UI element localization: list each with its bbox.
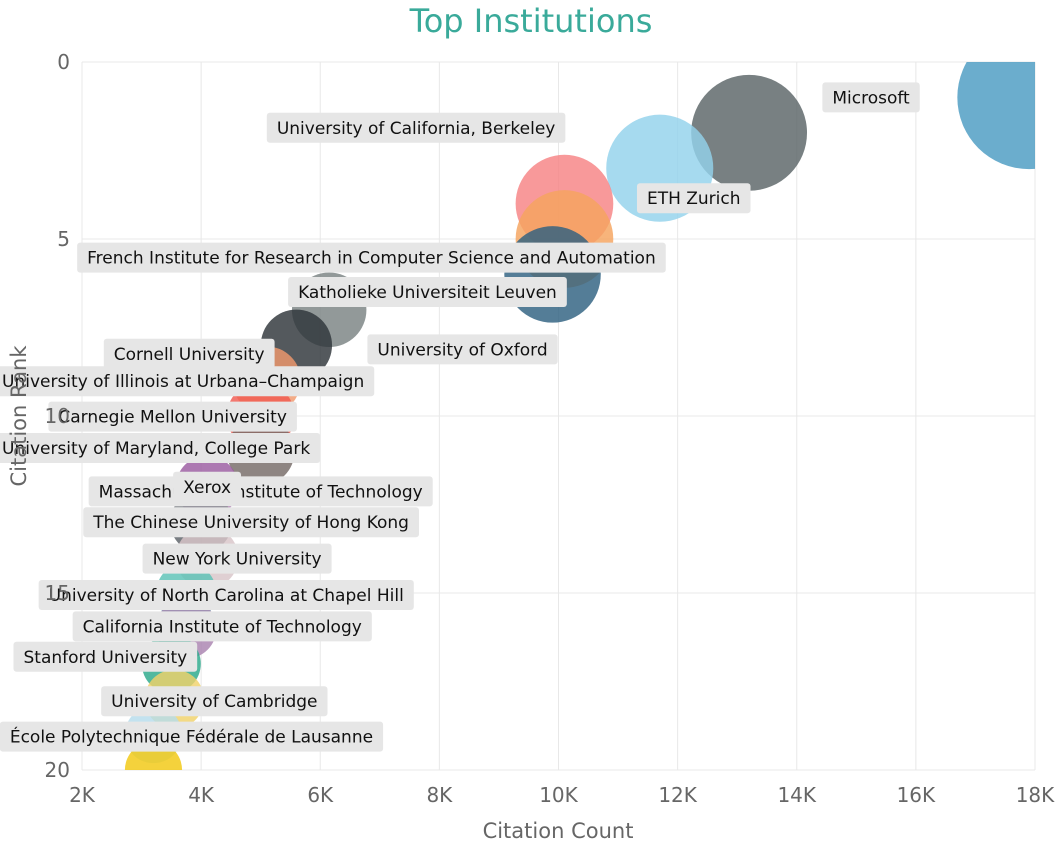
chart-title: Top Institutions — [409, 2, 653, 40]
y-axis-title: Citation Rank — [7, 345, 31, 487]
label-background — [367, 334, 558, 365]
x-tick-label: 4K — [188, 783, 215, 807]
label-text: Katholieke Universiteit Leuven — [298, 283, 557, 303]
y-tick-label: 20 — [45, 758, 70, 782]
bubble-label-5: Katholieke Universiteit Leuven — [288, 277, 567, 307]
label-background — [103, 338, 275, 369]
label-layer: Microsoft University of California, Berke… — [0, 82, 920, 752]
label-text: French Institute for Research in Compute… — [87, 249, 656, 269]
label-background — [72, 611, 372, 642]
bubble-label-6: University of Oxford — [367, 334, 558, 365]
bubble-label-4: French Institute for Research in Compute… — [77, 242, 666, 273]
x-tick-label: 8K — [426, 783, 453, 807]
label-text: Stanford University — [24, 648, 188, 668]
bubble-label-2: University of California, Berkeley — [266, 112, 566, 143]
label-text: California Institute of Technology — [83, 617, 362, 637]
bubble-2 — [691, 74, 808, 191]
label-background — [266, 112, 566, 143]
label-background — [48, 401, 297, 432]
label-text: ETH Zurich — [647, 189, 741, 209]
bubble-label-10: University of Maryland, College Park — [0, 433, 321, 463]
label-text: Microsoft — [832, 88, 910, 108]
label-text: University of Cambridge — [111, 692, 317, 712]
label-background — [288, 277, 567, 307]
label-text: University of Illinois at Urbana–Champai… — [2, 372, 364, 392]
x-tick-label: 18K — [1016, 783, 1055, 807]
bubble-label-7: Cornell University — [103, 338, 275, 369]
label-background — [13, 641, 198, 672]
bubble-label-13: The Chinese University of Hong Kong — [83, 507, 419, 538]
x-tick-label: 2K — [69, 783, 96, 807]
label-text: The Chinese University of Hong Kong — [92, 513, 409, 533]
label-text: Carnegie Mellon University — [58, 408, 286, 428]
x-tick-label: 6K — [307, 783, 334, 807]
label-background — [142, 543, 332, 574]
label-background — [0, 721, 384, 752]
label-background — [77, 242, 666, 273]
bubble-label-15: University of North Carolina at Chapel H… — [38, 580, 414, 610]
label-background — [636, 183, 751, 214]
y-tick-label: 10 — [45, 404, 70, 428]
label-text: Xerox — [183, 478, 231, 498]
label-text: Cornell University — [114, 345, 265, 365]
label-text: University of Oxford — [377, 340, 547, 360]
x-tick-label: 14K — [777, 783, 816, 807]
bubble-label-19: École Polytechnique Fédérale de Lausanne — [0, 721, 384, 752]
label-background — [0, 366, 375, 397]
bubble-label-12: Xerox — [173, 471, 242, 502]
label-text: University of Maryland, College Park — [2, 439, 310, 459]
label-background — [101, 686, 328, 717]
label-text: École Polytechnique Fédérale de Lausanne — [10, 726, 373, 748]
bubble-1 — [957, 62, 1035, 170]
y-tick-label: 0 — [57, 50, 70, 74]
label-background — [173, 471, 242, 502]
bubble-label-3: ETH Zurich — [636, 183, 751, 214]
label-text: University of North Carolina at Chapel H… — [49, 586, 404, 606]
bubble-label-17: Stanford University — [13, 641, 198, 672]
y-tick-label: 15 — [45, 581, 70, 605]
x-tick-label: 10K — [539, 783, 578, 807]
bubble-label-1: Microsoft — [822, 82, 920, 113]
label-background — [822, 82, 920, 113]
bubble-label-16: California Institute of Technology — [72, 611, 372, 642]
x-axis-title: Citation Count — [483, 819, 634, 843]
y-tick-label: 5 — [57, 227, 70, 251]
label-background — [83, 507, 419, 538]
bubble-label-11: Massachusetts Institute of Technology — [88, 476, 433, 507]
label-text: Massachusetts Institute of Technology — [99, 482, 423, 502]
tick-layer: 2K 4K 6K 8K 10K 12K 14K 16K 18K 0 5 10 15 20 — [45, 50, 1056, 807]
label-background — [0, 433, 321, 463]
label-text: University of California, Berkeley — [277, 119, 556, 139]
x-tick-label: 12K — [658, 783, 697, 807]
x-tick-label: 16K — [897, 783, 936, 807]
bubble-label-14: New York University — [142, 543, 332, 574]
bubble-label-18: University of Cambridge — [101, 686, 328, 717]
bubble-label-9: Carnegie Mellon University — [48, 401, 297, 432]
label-background — [38, 580, 414, 610]
bubble-6 — [504, 226, 601, 323]
bubble-label-8: University of Illinois at Urbana–Champai… — [0, 366, 375, 397]
label-text: New York University — [153, 550, 322, 570]
